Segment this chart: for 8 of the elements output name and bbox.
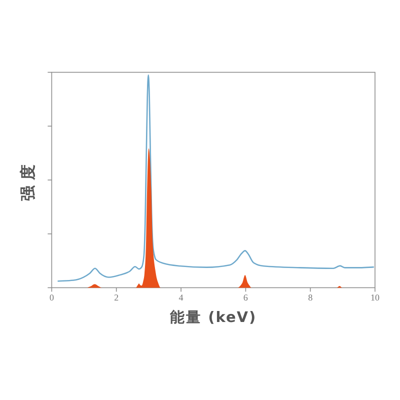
x-tick-label: 0 bbox=[49, 292, 54, 303]
x-tick-label: 2 bbox=[114, 292, 119, 303]
x-axis-title: 能量 (keV) bbox=[170, 309, 257, 326]
x-tick-label: 4 bbox=[178, 292, 184, 303]
x-tick-label: 8 bbox=[308, 292, 314, 303]
x-tick-label: 10 bbox=[370, 292, 380, 303]
x-tick-label: 6 bbox=[243, 292, 248, 303]
y-axis-title: 强度 bbox=[18, 159, 37, 201]
